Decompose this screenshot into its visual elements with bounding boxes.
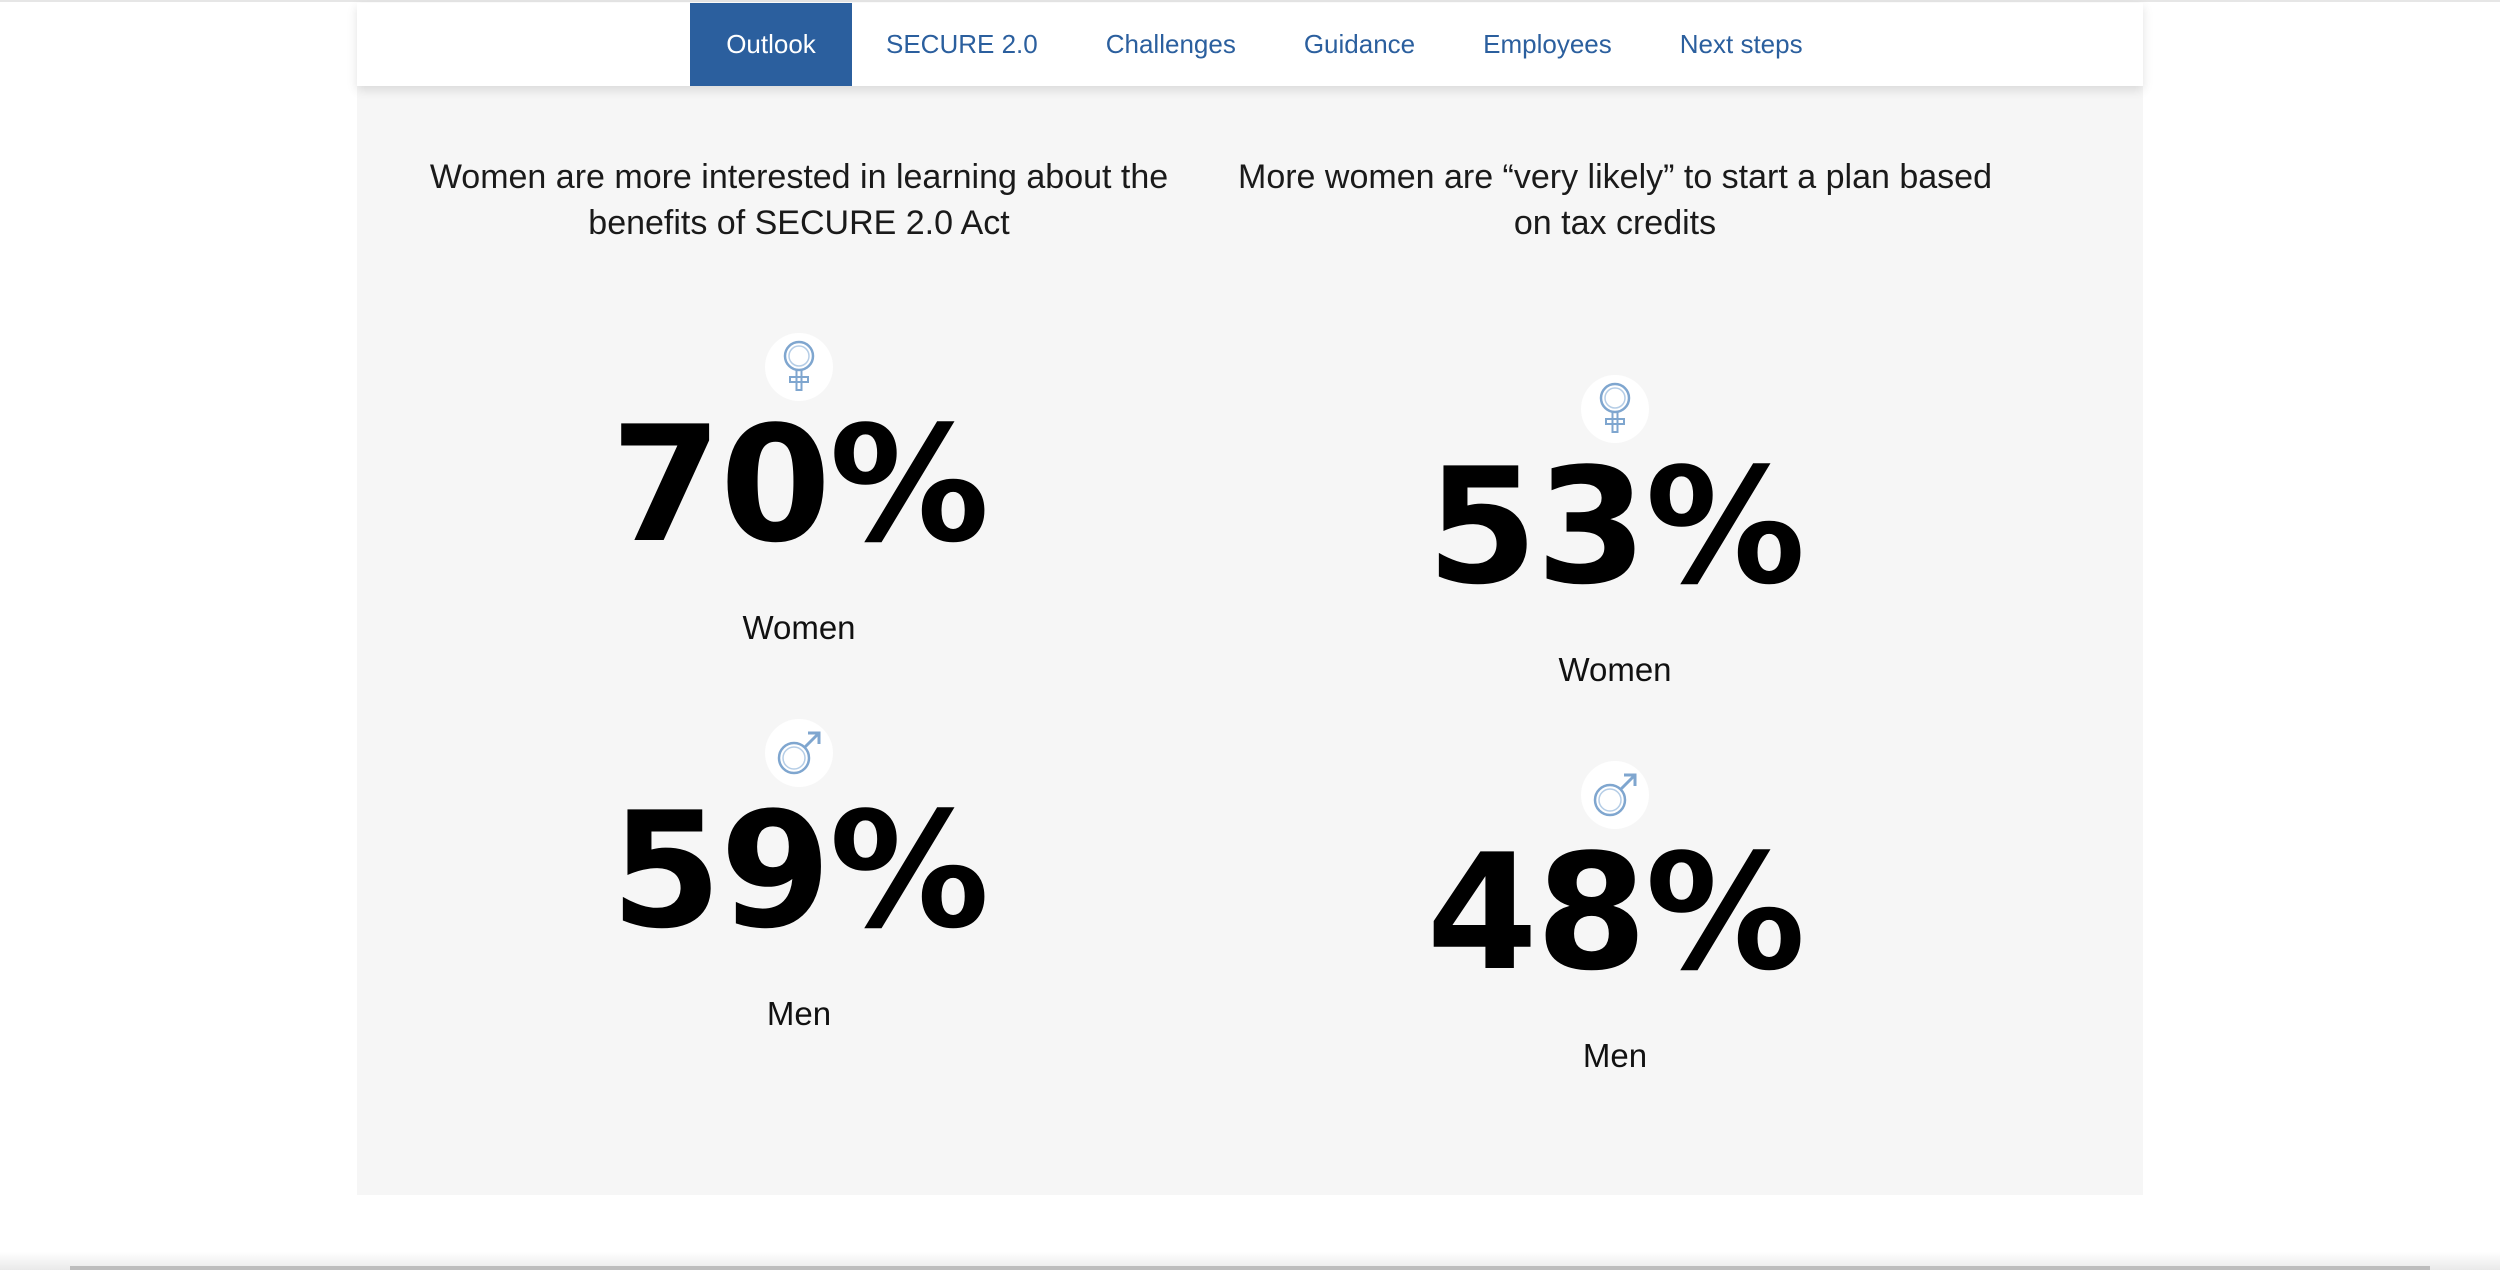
tab-outlook[interactable]: Outlook xyxy=(690,3,852,86)
tab-secure-2-0[interactable]: SECURE 2.0 xyxy=(886,29,1038,59)
stat-value: 70% xyxy=(610,391,990,578)
tab-challenges[interactable]: Challenges xyxy=(1105,29,1236,59)
bottom-scrollbar[interactable] xyxy=(70,1266,2430,1270)
stat-women: 70% Women xyxy=(399,333,1199,647)
stat-men: 48% Men xyxy=(1215,761,2015,1075)
tab-next-steps[interactable]: Next steps xyxy=(1679,29,1803,59)
column-title: Women are more interested in learning ab… xyxy=(429,158,1169,242)
section-nav: Outlook SECURE 2.0 Challenges Guidance E… xyxy=(357,3,2143,86)
stat-label: Women xyxy=(1558,651,1672,688)
tab-employees[interactable]: Employees xyxy=(1483,29,1612,59)
female-symbol-icon xyxy=(765,333,833,401)
stat-label: Men xyxy=(1582,1037,1648,1074)
stat-men: 59% Men xyxy=(399,719,1199,1033)
top-divider xyxy=(0,0,2500,2)
stat-women: 53% Women xyxy=(1215,375,2015,689)
tab-guidance[interactable]: Guidance xyxy=(1303,29,1416,59)
column-title: More women are “very likely” to start a … xyxy=(1238,158,1992,242)
male-symbol-icon xyxy=(1581,761,1649,829)
stat-label: Men xyxy=(766,995,832,1032)
content-panel: Women are more interested in learning ab… xyxy=(357,86,2143,1195)
bottom-shadow xyxy=(0,1252,2500,1270)
stat-value: 59% xyxy=(610,777,990,964)
nav-tabs: Outlook SECURE 2.0 Challenges Guidance E… xyxy=(690,3,1837,86)
stat-value: 53% xyxy=(1426,433,1806,620)
female-symbol-icon xyxy=(1581,375,1649,443)
stat-value: 48% xyxy=(1426,819,1806,1006)
male-symbol-icon xyxy=(765,719,833,787)
stat-label: Women xyxy=(742,609,856,646)
